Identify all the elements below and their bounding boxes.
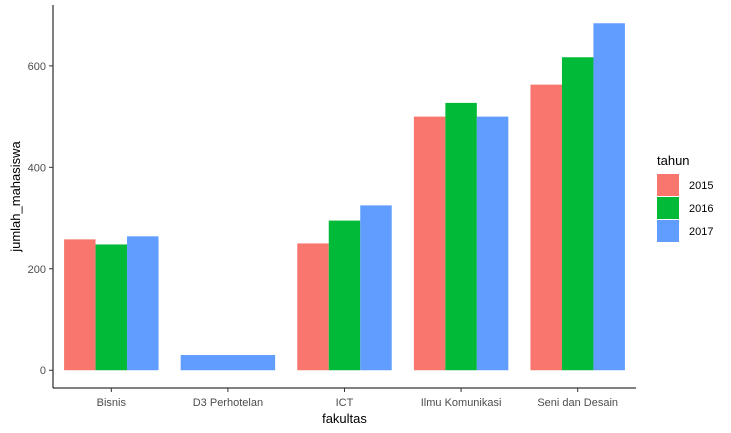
x-tick-label: ICT [336, 397, 354, 409]
y-axis-title: jumlah_mahasiswa [8, 140, 23, 252]
bar-2015-bisnis [64, 239, 96, 371]
legend-label-2016: 2016 [689, 203, 713, 215]
y-tick-label: 200 [28, 264, 46, 276]
legend: tahun 2015 2016 2017 [657, 153, 713, 242]
legend-swatch-2017 [657, 220, 679, 242]
bar-2015-seni-dan-desain [530, 84, 562, 371]
bar-2017-seni-dan-desain [593, 23, 625, 371]
x-axis-title: fakultas [322, 411, 367, 426]
legend-label-2015: 2015 [689, 180, 713, 192]
bar-2017-bisnis [127, 236, 159, 371]
bars-group [64, 23, 625, 371]
bar-2017-d3-perhotelan [180, 355, 276, 371]
legend-swatch-2016 [657, 197, 679, 219]
x-axis-ticks: Bisnis D3 Perhotelan ICT Ilmu Komunikasi Sen… [97, 388, 618, 409]
y-tick-label: 0 [40, 365, 46, 377]
y-axis-ticks: 0 200 400 600 [28, 61, 53, 377]
y-tick-label: 400 [28, 162, 46, 174]
bar-2016-seni-dan-desain [561, 57, 594, 371]
legend-label-2017: 2017 [689, 226, 713, 238]
bar-2016-bisnis [95, 244, 128, 371]
bar-2017-ilmu-komunikasi [476, 116, 509, 371]
bar-2015-ict [297, 243, 329, 371]
x-tick-label: Seni dan Desain [537, 397, 618, 409]
bar-2015-ilmu-komunikasi [413, 116, 446, 371]
x-tick-label: D3 Perhotelan [193, 397, 263, 409]
bar-2016-ilmu-komunikasi [445, 102, 477, 371]
bar-2017-ict [360, 205, 392, 371]
legend-title: tahun [657, 153, 690, 168]
y-tick-label: 600 [28, 61, 46, 73]
bar-2016-ict [328, 220, 361, 371]
x-tick-label: Ilmu Komunikasi [421, 397, 502, 409]
x-tick-label: Bisnis [97, 397, 127, 409]
legend-swatch-2015 [657, 174, 679, 196]
